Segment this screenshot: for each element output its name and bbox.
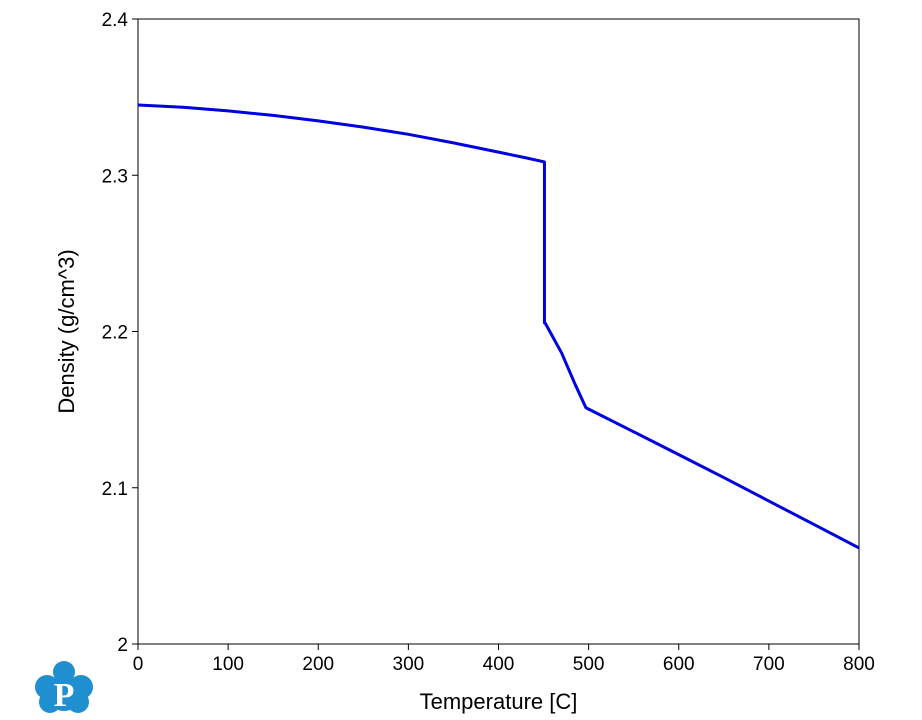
y-axis-title: Density (g/cm^3) xyxy=(54,249,79,413)
logo-cloud xyxy=(35,661,93,713)
x-tick-label: 500 xyxy=(573,654,605,675)
series-line xyxy=(137,103,860,550)
logo-letter: P xyxy=(54,677,75,714)
x-tick-label: 200 xyxy=(302,654,334,675)
y-tick-label: 2.4 xyxy=(102,10,129,31)
y-tick-label: 2.3 xyxy=(102,166,128,187)
x-tick-label: 100 xyxy=(212,654,244,675)
tick-labels: 0 100 200 300 400 500 600 700 800 2 2.1 2.2 2.3 2.4 xyxy=(102,10,875,675)
y-tick-label: 2.1 xyxy=(102,479,128,500)
x-tick-label: 0 xyxy=(133,654,144,675)
x-tick-label: 700 xyxy=(753,654,785,675)
axis-ticks xyxy=(132,18,860,650)
x-tick-label: 800 xyxy=(843,654,875,675)
y-tick-label: 2 xyxy=(117,635,128,656)
x-tick-label: 400 xyxy=(483,654,515,675)
p-cloud-logo-icon: P xyxy=(35,661,93,714)
x-axis-title: Temperature [C] xyxy=(420,689,578,714)
plot-area-frame xyxy=(137,18,860,645)
x-tick-label: 300 xyxy=(393,654,425,675)
x-tick-label: 600 xyxy=(663,654,695,675)
y-tick-label: 2.2 xyxy=(102,323,128,344)
